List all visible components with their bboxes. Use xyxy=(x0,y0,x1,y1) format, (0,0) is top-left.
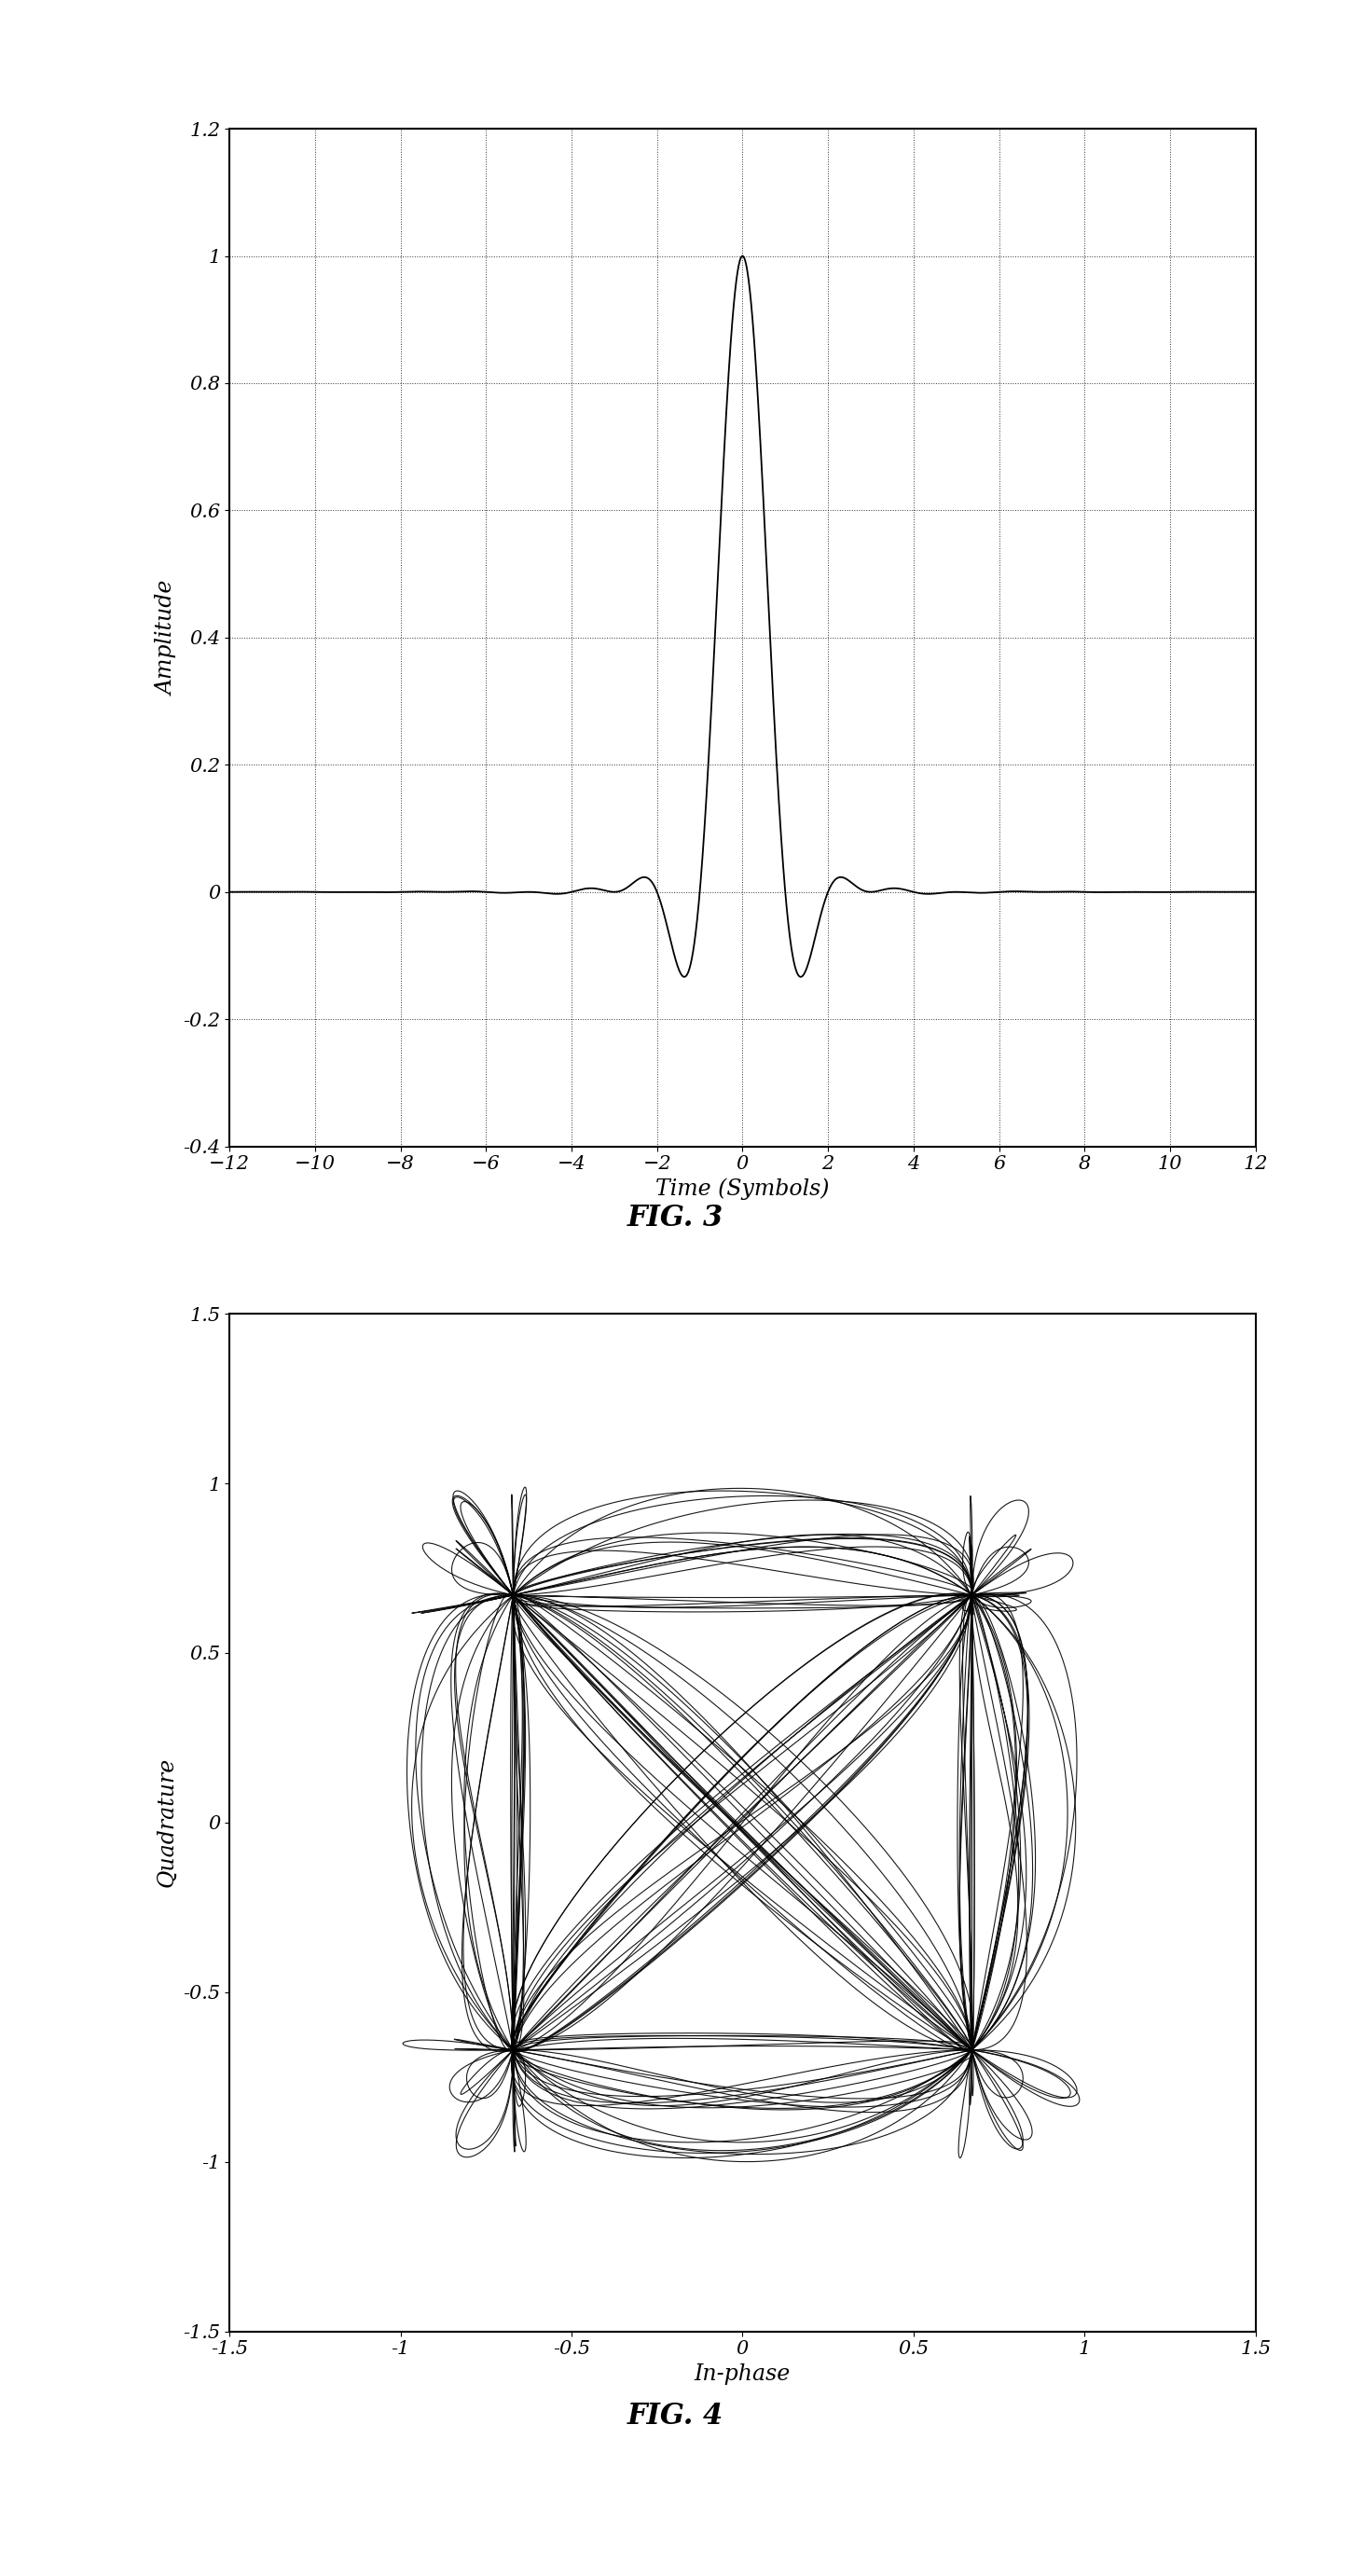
Y-axis label: Quadrature: Quadrature xyxy=(157,1757,178,1888)
Y-axis label: Amplitude: Amplitude xyxy=(157,580,178,696)
Text: FIG. 4: FIG. 4 xyxy=(626,2401,724,2432)
Text: FIG. 3: FIG. 3 xyxy=(626,1203,724,1234)
X-axis label: Time (Symbols): Time (Symbols) xyxy=(656,1177,829,1200)
X-axis label: In-phase: In-phase xyxy=(694,2362,791,2385)
